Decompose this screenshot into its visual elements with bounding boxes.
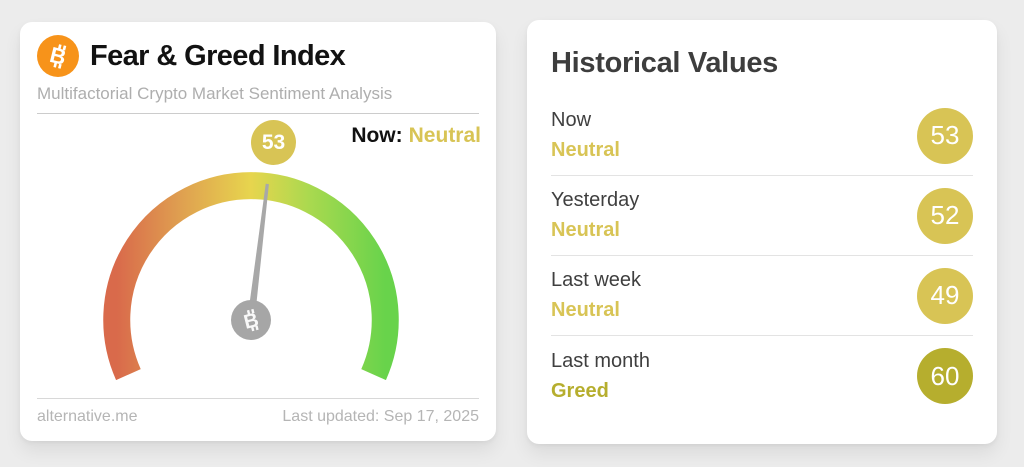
row-classification: Neutral [551,139,620,161]
historical-row-last-month: Last month Greed 60 [551,336,973,416]
gauge-arc [103,172,399,380]
gauge-hub [231,300,271,340]
historical-row-now: Now Neutral 53 [551,96,973,176]
row-classification: Neutral [551,299,620,321]
historical-row-last-week: Last week Neutral 49 [551,256,973,336]
row-label: Last week [551,269,642,291]
gauge-needle [247,183,269,323]
gauge-chart: B [103,172,399,380]
row-value-badge: 49 [917,267,973,324]
gauge-card-subtitle: Multifactorial Crypto Market Sentiment A… [37,84,393,103]
row-label: Last month [551,349,650,372]
row-label: Yesterday [551,189,640,211]
now-line: Now: Neutral [351,124,481,148]
row-classification: Neutral [551,219,620,241]
row-value-badge: 52 [917,187,973,244]
gauge-card-header: B Fear & Greed Index Multifactorial Cryp… [20,22,496,114]
last-updated-text: Last updated: Sep 17, 2025 [282,408,479,425]
row-value-badge: 53 [917,107,973,164]
historical-card: Historical Values Now Neutral 53 Yesterd… [527,20,997,444]
gauge-hub-bitcoin-icon: B [242,308,261,334]
header-divider [37,113,479,114]
bitcoin-icon: B [37,35,79,77]
now-classification: Neutral [408,124,481,147]
historical-title: Historical Values [551,47,779,79]
gauge-card-footer: alternative.me Last updated: Sep 17, 202… [37,398,479,441]
footer-divider [37,398,479,399]
historical-rows: Now Neutral 53 Yesterday Neutral 52 Last… [551,96,973,416]
gauge-card: B Fear & Greed Index Multifactorial Cryp… [20,22,496,441]
historical-row-yesterday: Yesterday Neutral 52 [551,176,973,256]
row-label: Now [551,109,592,131]
gauge-card-title: Fear & Greed Index [90,39,346,72]
now-label: Now: [351,124,403,147]
gauge-value-badge: 53 [251,120,296,165]
source-link[interactable]: alternative.me [37,408,138,425]
row-classification: Greed [551,379,609,402]
row-value-badge: 60 [917,348,973,404]
